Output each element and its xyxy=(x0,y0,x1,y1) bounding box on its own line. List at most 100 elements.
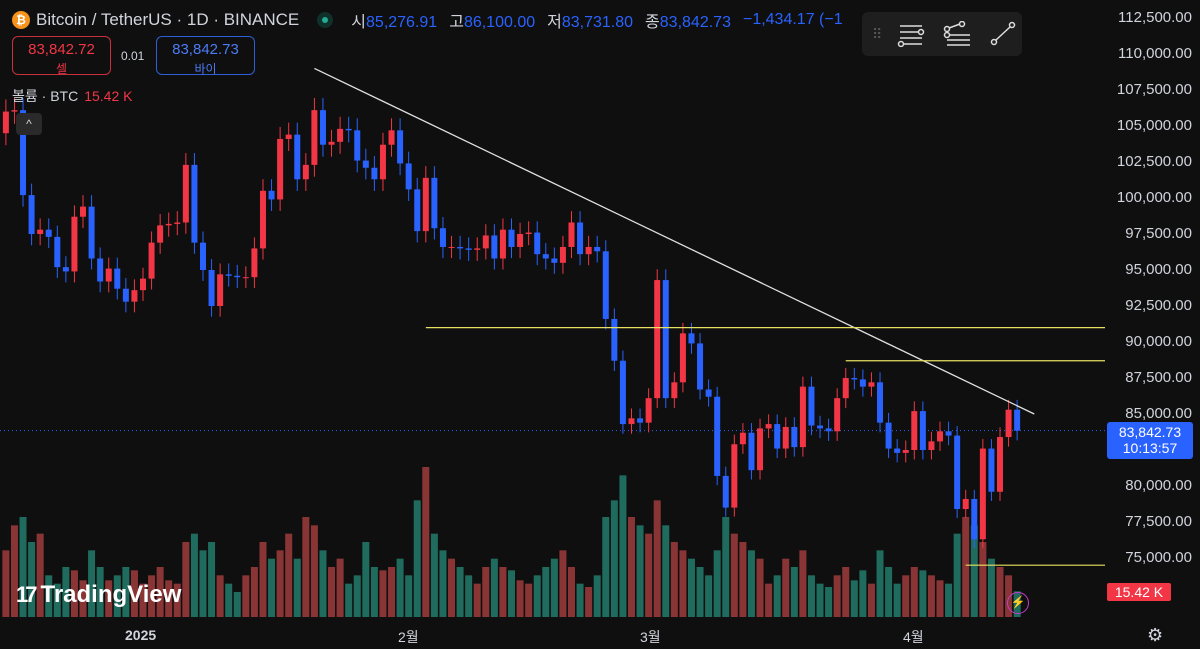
volume-bar xyxy=(927,575,935,617)
candle xyxy=(971,498,978,540)
candle xyxy=(208,270,215,306)
time-tick: 3월 xyxy=(640,629,661,645)
volume-bar xyxy=(370,567,378,617)
volume-bar xyxy=(250,567,258,617)
volume-bar xyxy=(782,558,790,617)
volume-bar xyxy=(610,500,618,617)
volume-bar xyxy=(885,567,893,617)
volume-bar xyxy=(516,580,524,617)
volume-bar xyxy=(765,583,773,617)
price-tick: 80,000.00 xyxy=(1125,477,1192,494)
trend-line xyxy=(314,67,1035,415)
volume-bar xyxy=(902,575,910,617)
candle xyxy=(568,222,575,247)
volume-bar xyxy=(448,558,456,617)
candle xyxy=(345,128,352,131)
ohlc-open: 시85,276.91 xyxy=(351,14,438,31)
candle xyxy=(979,448,986,540)
candle xyxy=(517,234,524,247)
drag-handle-icon[interactable]: ⠿ xyxy=(872,25,883,42)
candle xyxy=(157,225,164,243)
volume-bar xyxy=(148,575,156,617)
settings-gear-icon[interactable]: ⚙ xyxy=(1147,625,1164,645)
price-tick: 97,500.00 xyxy=(1125,225,1192,242)
volume-bar xyxy=(679,550,687,617)
candle xyxy=(654,280,661,399)
horizontal-ray-tool-icon[interactable] xyxy=(896,21,928,47)
candle xyxy=(199,242,206,270)
volume-bar xyxy=(945,583,953,617)
price-tick: 107,500.00 xyxy=(1116,81,1192,98)
volume-bar xyxy=(799,550,807,617)
candle xyxy=(140,278,146,291)
volume-bar xyxy=(2,550,10,617)
candle xyxy=(54,236,61,268)
volume-bar xyxy=(807,575,815,617)
fib-retracement-tool-icon[interactable] xyxy=(942,21,974,47)
volume-bar xyxy=(225,583,233,617)
trend-line-tool-icon[interactable] xyxy=(988,21,1020,47)
volume-bar xyxy=(876,550,884,617)
volume-bar xyxy=(362,542,370,617)
candle xyxy=(919,411,926,450)
volume-bar xyxy=(550,558,558,617)
volume-bar xyxy=(430,533,438,617)
volume-bar xyxy=(696,567,704,617)
candle xyxy=(217,274,224,306)
volume-bar xyxy=(602,517,610,617)
volume-bar xyxy=(388,567,396,617)
price-tick: 87,500.00 xyxy=(1125,369,1192,386)
volume-bar xyxy=(825,587,833,617)
candle xyxy=(534,232,541,255)
price-tick: 77,500.00 xyxy=(1125,513,1192,530)
volume-bar xyxy=(619,475,627,617)
last-price-label: 83,842.73 10:13:57 xyxy=(1107,422,1193,459)
candle xyxy=(88,206,95,259)
volume-bar xyxy=(636,525,644,617)
candle xyxy=(277,138,284,200)
volume-bar xyxy=(662,525,670,617)
volume-bar xyxy=(199,550,207,617)
candle xyxy=(431,177,438,229)
candle xyxy=(585,246,592,255)
volume-bar xyxy=(405,575,413,617)
volume-bar xyxy=(465,575,473,617)
volume-bar xyxy=(790,567,798,617)
candle xyxy=(594,246,601,252)
volume-legend[interactable]: 볼륨 · BTC 15.42 K xyxy=(12,88,133,104)
volume-bar xyxy=(687,558,695,617)
lightning-icon[interactable]: ⚡ xyxy=(1007,592,1029,614)
volume-bar xyxy=(216,575,224,617)
candle xyxy=(474,248,481,250)
volume-bar xyxy=(722,517,730,617)
volume-bar xyxy=(396,558,404,617)
candle xyxy=(105,268,112,282)
candle xyxy=(714,396,721,476)
candle xyxy=(397,130,404,164)
candle xyxy=(457,246,464,249)
collapse-legend-button[interactable]: ^ xyxy=(16,113,42,135)
volume-bar xyxy=(173,583,181,617)
candle xyxy=(551,258,558,263)
market-status-icon[interactable] xyxy=(317,12,334,28)
candle xyxy=(448,246,455,248)
symbol-title[interactable]: Bitcoin / TetherUS · 1D · BINANCE xyxy=(36,10,300,29)
candle xyxy=(2,111,9,134)
tradingview-logo[interactable]: 17 TradingView xyxy=(16,581,182,608)
volume-bar xyxy=(19,517,27,617)
volume-bar xyxy=(499,567,507,617)
price-tick: 90,000.00 xyxy=(1125,333,1192,350)
volume-bar xyxy=(576,583,584,617)
sell-button[interactable]: 83,842.72 셀 xyxy=(12,36,111,76)
candle xyxy=(851,378,858,380)
candle xyxy=(405,163,412,190)
candle xyxy=(731,444,738,508)
volume-bar xyxy=(559,550,567,617)
buy-button[interactable]: 83,842.73 바이 xyxy=(156,36,255,76)
volume-bar xyxy=(542,567,550,617)
candle xyxy=(679,333,686,383)
volume-bar xyxy=(593,575,601,617)
candle xyxy=(328,141,335,145)
volume-bar xyxy=(36,533,44,617)
